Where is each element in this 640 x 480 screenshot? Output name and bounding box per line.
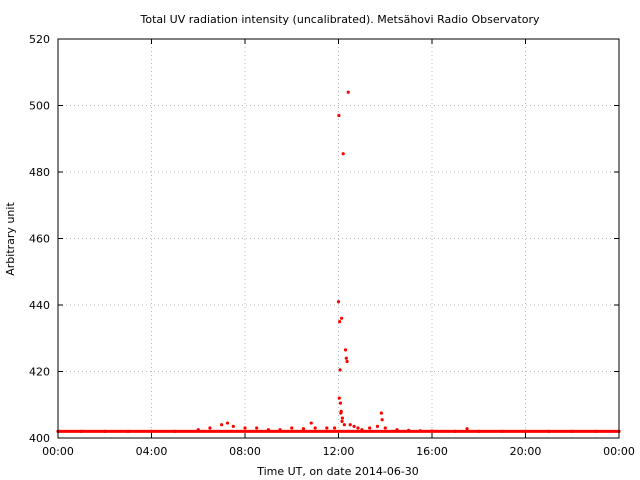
data-point xyxy=(375,424,380,428)
data-point xyxy=(336,300,341,304)
data-point xyxy=(500,429,504,433)
data-point xyxy=(313,426,317,430)
data-point xyxy=(453,429,457,433)
data-point xyxy=(352,424,356,428)
data-point xyxy=(333,426,337,430)
data-point xyxy=(407,428,411,432)
data-point xyxy=(103,429,107,433)
data-point xyxy=(337,113,341,118)
data-point xyxy=(340,416,344,420)
baseline-band xyxy=(58,429,619,433)
data-point xyxy=(301,427,306,431)
grid-lines xyxy=(58,39,619,438)
data-point xyxy=(173,429,177,433)
data-point xyxy=(339,409,343,413)
data-point xyxy=(395,428,399,432)
chart-title: Total UV radiation intensity (uncalibrat… xyxy=(140,13,540,26)
data-points xyxy=(56,90,621,433)
x-tick-label: 16:00 xyxy=(416,445,448,458)
data-point xyxy=(344,356,348,360)
data-point xyxy=(196,428,200,432)
data-point xyxy=(149,429,154,433)
data-point xyxy=(379,411,383,415)
data-point xyxy=(337,396,341,400)
y-tick-label: 480 xyxy=(29,166,50,179)
y-tick-label: 460 xyxy=(29,233,50,246)
data-point xyxy=(345,359,349,364)
y-tick-label: 520 xyxy=(29,33,50,46)
y-tick-label: 420 xyxy=(29,366,50,379)
data-point xyxy=(341,152,345,156)
data-point xyxy=(430,429,434,433)
data-point xyxy=(380,418,384,422)
axis-ticks xyxy=(57,38,620,439)
data-point xyxy=(547,429,551,433)
data-point xyxy=(79,429,83,433)
data-point xyxy=(338,368,342,372)
data-point xyxy=(290,426,294,430)
data-point xyxy=(338,320,342,324)
data-point xyxy=(570,429,574,433)
x-tick-label: 20:00 xyxy=(510,445,542,458)
data-point xyxy=(266,428,270,432)
x-tick-label: 00:00 xyxy=(42,445,74,458)
data-point xyxy=(340,316,344,320)
data-point xyxy=(225,421,230,425)
data-point xyxy=(243,426,247,430)
x-tick-label: 08:00 xyxy=(229,445,261,458)
data-point xyxy=(342,423,346,427)
data-point xyxy=(343,348,348,352)
y-tick-label: 400 xyxy=(29,432,50,445)
data-point xyxy=(208,426,212,430)
y-tick-labels: 400 420 440 460 480 500 520 xyxy=(29,33,50,445)
data-point xyxy=(340,419,344,423)
data-point xyxy=(477,429,481,433)
data-point xyxy=(231,424,235,428)
data-point xyxy=(348,423,352,427)
x-tick-label: 04:00 xyxy=(136,445,168,458)
data-point xyxy=(255,426,259,430)
data-point xyxy=(418,429,422,433)
data-point xyxy=(594,429,598,433)
data-point xyxy=(346,90,350,94)
data-point xyxy=(383,426,387,430)
x-axis-label: Time UT, on date 2014-06-30 xyxy=(256,465,419,478)
data-point xyxy=(338,401,343,405)
y-tick-label: 500 xyxy=(29,100,50,113)
x-tick-labels: 00:00 04:00 08:00 12:00 16:00 20:00 00:00 xyxy=(42,445,635,458)
x-tick-label: 12:00 xyxy=(323,445,355,458)
data-point xyxy=(309,421,313,425)
data-point xyxy=(523,429,528,433)
data-point xyxy=(325,426,329,430)
data-point xyxy=(465,427,469,431)
data-point xyxy=(368,426,372,430)
data-point xyxy=(278,428,282,432)
data-point xyxy=(360,428,364,432)
x-tick-label: 00:00 xyxy=(603,445,635,458)
data-point xyxy=(126,429,130,433)
data-point xyxy=(356,426,360,430)
y-tick-label: 440 xyxy=(29,299,50,312)
y-axis-label: Arbitrary unit xyxy=(4,202,17,276)
data-point xyxy=(220,423,224,427)
